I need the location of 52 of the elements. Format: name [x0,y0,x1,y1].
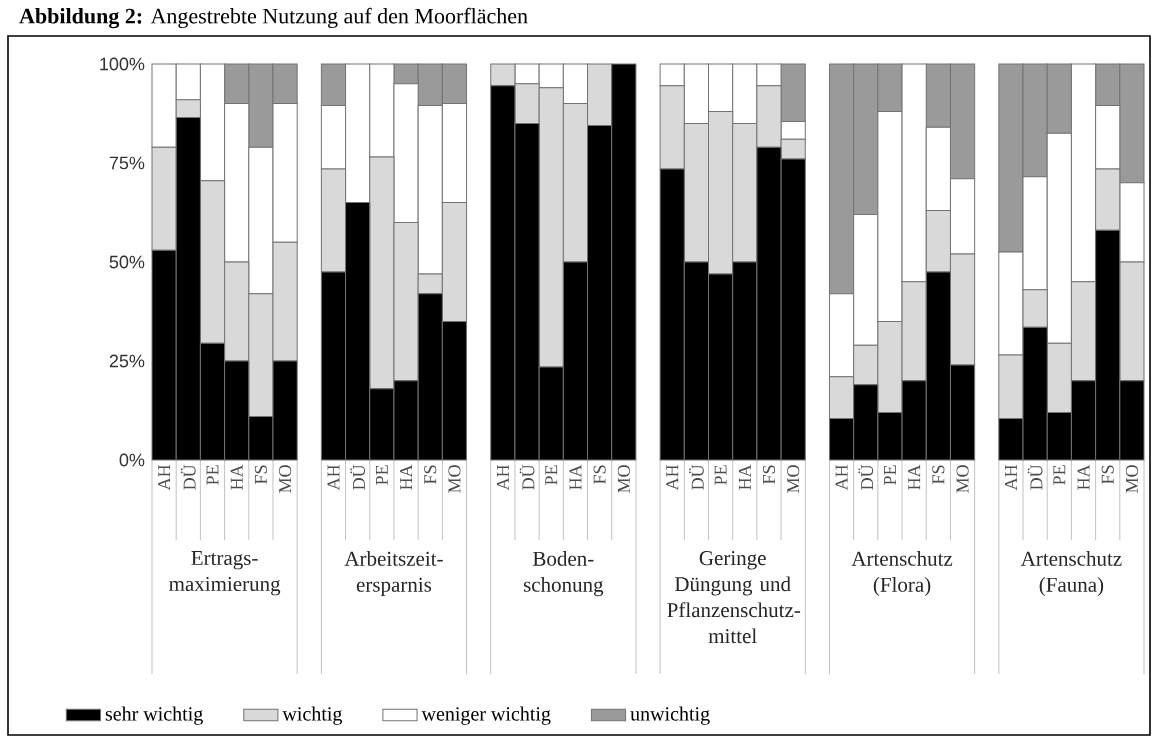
x-tick-label: AH [158,464,171,491]
x-tick-label: HA [569,464,582,490]
x-tick-label: MO [787,465,800,493]
x-tick-label: HA [908,464,921,490]
x-tick-label: AH [496,464,509,491]
x-tick-label: MO [448,465,461,493]
x-tick-label: PE [545,465,558,485]
x-tick-label: MO [617,465,630,493]
x-tick-label: MO [279,465,292,493]
legend-label: sehr wichtig [105,706,203,725]
y-tick-label: 50% [109,255,145,269]
x-tick-label: FS [593,465,606,484]
x-tick-label: FS [1101,465,1114,484]
x-tick-label: PE [1053,465,1066,485]
x-tick-label: DÜ [858,464,874,490]
x-axis-title: Artenschutz (Fauna) [1020,551,1122,597]
x-tick-label: AH [1004,464,1017,491]
y-tick-label: 100% [100,57,145,71]
x-tick-label: PE [884,465,896,485]
x-tick-label: AH [835,464,848,491]
chart-title: Abbildung 2: Angestrebte Nutzung auf den Moorflächen [19,7,528,29]
x-tick-label: FS [424,465,437,484]
x-tick-label: HA [400,464,412,490]
x-tick-label: DÜ [1027,464,1043,490]
x-tick-label: AH [327,464,340,491]
x-tick-label: FS [932,465,945,484]
y-tick-label: 75% [109,156,145,170]
x-tick-label: HA [738,464,751,490]
x-tick-label: HA [230,464,243,490]
x-axis-title: Ertrags-maximierung [169,551,281,596]
x-axis-title: Boden-schonung [523,551,604,597]
x-axis-title: Geringe Düngung und Pflanzenschutz-mittel [667,551,801,644]
x-tick-label: DÜ [180,464,196,490]
legend-label: wichtig [282,706,343,725]
x-tick-label: DÜ [519,464,535,490]
x-axis-title: Arbeitszeit-ersparnis [344,551,443,597]
x-tick-label: MO [1125,465,1138,493]
y-tick-label: 25% [109,354,145,368]
x-tick-label: PE [714,465,727,485]
x-tick-label: DÜ [350,464,366,490]
x-tick-label: HA [1077,464,1090,490]
x-tick-label: PE [375,465,388,485]
legend-label: unwichtig [630,706,710,725]
legend-label: weniger wichtig [421,706,551,725]
x-tick-label: FS [762,465,776,484]
x-axis-title: Artenschutz (Flora) [851,551,953,597]
y-tick-label: 0% [119,453,145,467]
x-tick-label: DÜ [689,464,704,490]
x-tick-label: MO [956,465,969,493]
x-tick-label: FS [254,465,267,484]
x-tick-label: AH [666,464,679,491]
x-tick-label: PE [206,465,219,485]
